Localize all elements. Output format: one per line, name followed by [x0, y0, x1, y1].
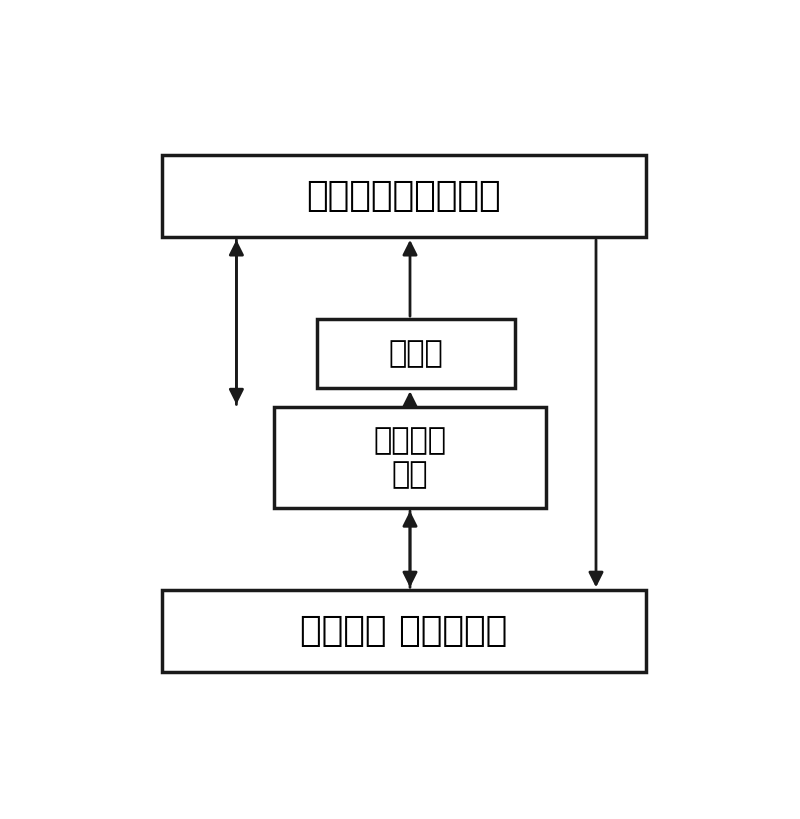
- Text: 定时器: 定时器: [389, 339, 443, 369]
- Text: 第一模式 接入层模块: 第一模式 接入层模块: [300, 614, 507, 648]
- Text: 控制判断
模块: 控制判断 模块: [374, 427, 446, 489]
- Bar: [162, 590, 646, 672]
- Bar: [274, 407, 546, 508]
- Text: 第二模式接入层模块: 第二模式接入层模块: [306, 179, 501, 213]
- Bar: [162, 155, 646, 237]
- Bar: [317, 319, 515, 388]
